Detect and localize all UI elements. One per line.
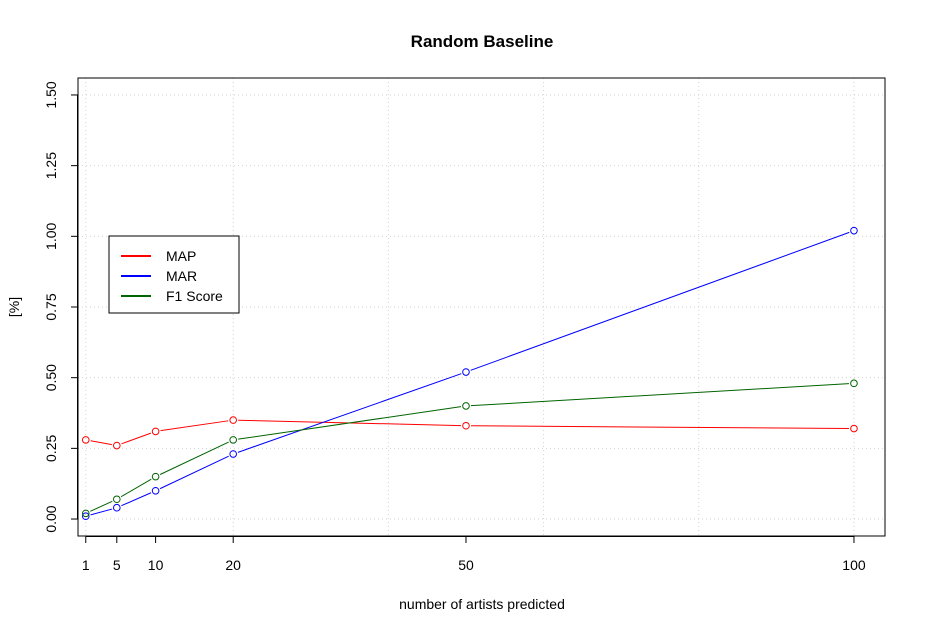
- data-point: [81, 512, 90, 521]
- series-line-segment: [121, 432, 152, 445]
- data-point: [81, 509, 90, 518]
- series-line-segment: [470, 383, 849, 407]
- x-tick-label: 1: [82, 557, 90, 573]
- y-tick-label: 0.75: [43, 293, 59, 320]
- series-line-segment: [237, 373, 462, 453]
- legend: MAP MAR F1 Score: [108, 235, 240, 314]
- y-tick-label: 0.50: [43, 364, 59, 391]
- series-line-segment: [159, 441, 229, 475]
- y-tick-label: 1.00: [43, 222, 59, 249]
- data-point: [112, 503, 121, 512]
- series-line-segment: [90, 440, 112, 446]
- chart-title: Random Baseline: [411, 32, 554, 51]
- data-point: [850, 424, 858, 433]
- y-axis: 0.00 0.25 0.50 0.75 1.00 1.25 1.50: [43, 81, 78, 533]
- data-point: [151, 486, 160, 495]
- data-point: [850, 226, 858, 235]
- legend-label: MAP: [166, 248, 196, 264]
- y-tick-label: 1.25: [43, 152, 59, 179]
- series-line-segment: [160, 420, 229, 432]
- x-tick-label: 5: [113, 557, 121, 573]
- y-tick-label: 1.50: [43, 81, 59, 108]
- y-tick-label: 0.00: [43, 505, 59, 532]
- x-tick-label: 10: [148, 557, 164, 573]
- series-line-segment: [90, 500, 113, 512]
- series-map: [81, 416, 858, 450]
- data-point: [229, 416, 237, 424]
- series-layer: [81, 226, 858, 521]
- legend-label: MAR: [166, 268, 197, 284]
- series-f1-score: [81, 379, 858, 518]
- series-line-segment: [470, 425, 849, 430]
- x-axis: 1 5 10 20 50 100: [82, 536, 866, 573]
- x-tick-label: 20: [225, 557, 241, 573]
- x-tick-label: 50: [458, 557, 474, 573]
- data-point: [81, 436, 90, 444]
- data-point: [151, 472, 160, 481]
- series-line-segment: [238, 406, 462, 440]
- data-point: [151, 427, 160, 436]
- data-point: [462, 368, 470, 376]
- series-line-segment: [120, 478, 152, 498]
- data-point: [112, 441, 121, 450]
- series-line-segment: [470, 231, 850, 371]
- data-point: [462, 421, 470, 430]
- series-line-segment: [121, 492, 152, 507]
- data-point: [229, 436, 237, 444]
- y-tick-label: 0.25: [43, 435, 59, 462]
- data-point: [112, 495, 121, 504]
- x-axis-title: number of artists predicted: [399, 596, 565, 612]
- x-tick-label: 100: [842, 557, 866, 573]
- data-point: [462, 402, 470, 410]
- y-axis-title: [%]: [6, 297, 22, 317]
- data-point: [850, 379, 858, 388]
- data-point: [229, 450, 237, 458]
- series-line-segment: [90, 508, 113, 516]
- legend-label: F1 Score: [166, 288, 223, 304]
- series-line-segment: [159, 455, 229, 490]
- legend-box: [108, 235, 240, 314]
- series-mar: [81, 226, 858, 521]
